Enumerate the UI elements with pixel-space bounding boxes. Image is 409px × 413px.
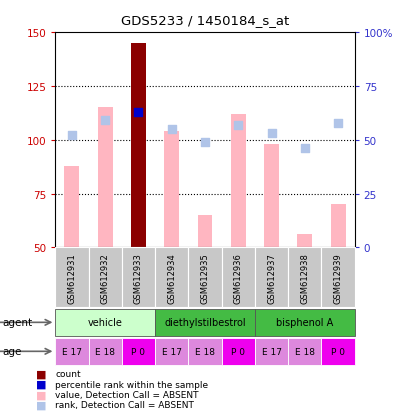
Text: GSM612931: GSM612931 xyxy=(67,252,76,303)
Text: GSM612932: GSM612932 xyxy=(101,252,110,303)
Text: GSM612936: GSM612936 xyxy=(233,252,242,303)
Bar xyxy=(188,248,221,308)
Bar xyxy=(88,248,121,308)
Point xyxy=(334,120,340,126)
Point xyxy=(234,122,241,129)
Text: GDS5233 / 1450184_s_at: GDS5233 / 1450184_s_at xyxy=(121,14,288,27)
Text: E 17: E 17 xyxy=(261,347,281,356)
Bar xyxy=(288,248,321,308)
Text: P 0: P 0 xyxy=(131,347,145,356)
Point xyxy=(201,139,208,146)
Text: vehicle: vehicle xyxy=(88,318,122,328)
Bar xyxy=(197,216,212,248)
Bar xyxy=(55,309,155,336)
Text: rank, Detection Call = ABSENT: rank, Detection Call = ABSENT xyxy=(55,400,194,409)
Point xyxy=(135,109,142,116)
Point xyxy=(267,131,274,137)
Text: GSM612939: GSM612939 xyxy=(333,252,342,303)
Text: ■: ■ xyxy=(36,379,46,389)
Bar xyxy=(155,338,188,365)
Bar xyxy=(121,338,155,365)
Bar xyxy=(55,248,88,308)
Bar xyxy=(97,108,112,248)
Point xyxy=(102,118,108,124)
Text: value, Detection Call = ABSENT: value, Detection Call = ABSENT xyxy=(55,390,198,399)
Bar xyxy=(297,235,312,248)
Text: percentile rank within the sample: percentile rank within the sample xyxy=(55,380,208,389)
Bar xyxy=(254,309,354,336)
Text: age: age xyxy=(2,347,21,356)
Bar xyxy=(155,309,254,336)
Text: bisphenol A: bisphenol A xyxy=(276,318,333,328)
Text: agent: agent xyxy=(2,318,32,328)
Bar xyxy=(88,338,121,365)
Bar xyxy=(263,145,278,248)
Bar xyxy=(288,338,321,365)
Text: GSM612934: GSM612934 xyxy=(167,252,176,303)
Text: E 18: E 18 xyxy=(294,347,314,356)
Text: P 0: P 0 xyxy=(231,347,245,356)
Bar xyxy=(55,338,88,365)
Bar xyxy=(121,248,155,308)
Bar xyxy=(330,205,345,248)
Bar xyxy=(230,115,245,248)
Text: E 17: E 17 xyxy=(62,347,82,356)
Point xyxy=(168,126,175,133)
Point xyxy=(301,146,307,152)
Point xyxy=(69,133,75,140)
Text: GSM612937: GSM612937 xyxy=(266,252,275,303)
Bar xyxy=(64,166,79,248)
Text: E 18: E 18 xyxy=(195,347,214,356)
Bar xyxy=(131,44,146,248)
Text: diethylstilbestrol: diethylstilbestrol xyxy=(164,318,245,328)
Bar xyxy=(254,338,288,365)
Text: GSM612935: GSM612935 xyxy=(200,252,209,303)
Bar xyxy=(321,338,354,365)
Text: E 18: E 18 xyxy=(95,347,115,356)
Bar xyxy=(254,248,288,308)
Text: ■: ■ xyxy=(36,389,46,399)
Text: ■: ■ xyxy=(36,369,46,379)
Bar xyxy=(221,338,254,365)
Bar xyxy=(188,338,221,365)
Text: P 0: P 0 xyxy=(330,347,344,356)
Text: GSM612933: GSM612933 xyxy=(134,252,143,303)
Text: GSM612938: GSM612938 xyxy=(299,252,308,303)
Text: count: count xyxy=(55,369,81,378)
Text: E 17: E 17 xyxy=(161,347,181,356)
Bar xyxy=(155,248,188,308)
Bar xyxy=(321,248,354,308)
Text: ■: ■ xyxy=(36,400,46,410)
Bar xyxy=(221,248,254,308)
Bar xyxy=(164,132,179,248)
